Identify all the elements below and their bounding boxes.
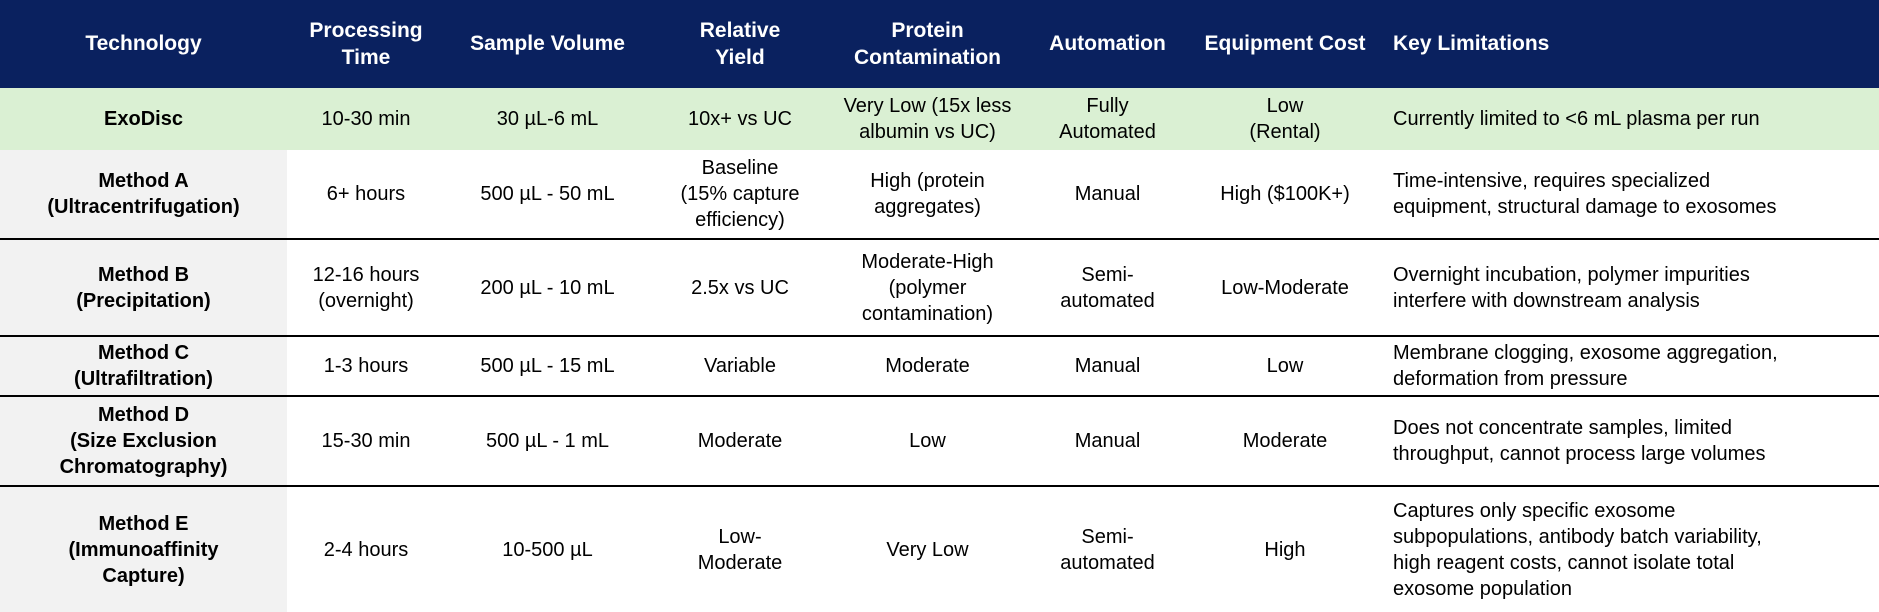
cell-automation-exodisc: Fully Automated xyxy=(1025,88,1190,150)
cell-equipment-cost-method-b: Low-Moderate xyxy=(1190,238,1380,335)
cell-protein-contamination-method-b: Moderate-High (polymer contamination) xyxy=(830,238,1025,335)
cell-technology-method-b: Method B (Precipitation) xyxy=(0,238,287,335)
cell-processing-time-method-d: 15-30 min xyxy=(287,395,445,485)
cell-protein-contamination-method-e: Very Low xyxy=(830,485,1025,612)
cell-sample-volume-method-d: 500 µL - 1 mL xyxy=(445,395,650,485)
cell-processing-time-method-c: 1-3 hours xyxy=(287,335,445,395)
cell-processing-time-method-a: 6+ hours xyxy=(326,183,406,205)
cell-equipment-cost-method-e: High xyxy=(1190,485,1380,612)
cell-key-limitations-method-d: Does not concentrate samples, limited th… xyxy=(1380,395,1879,485)
cell-processing-time-method-b: 12-16 hours (overnight) xyxy=(287,238,445,335)
cell-technology-method-e: Method E (Immunoaffinity Capture) xyxy=(0,485,287,612)
cell-sample-volume-method-c: 500 µL - 15 mL xyxy=(445,335,650,395)
cell-key-limitations-exodisc: Currently limited to <6 mL plasma per ru… xyxy=(1380,88,1879,150)
cell-automation-method-a: Manual xyxy=(1074,183,1141,205)
cell-equipment-cost-method-c: Low xyxy=(1190,335,1380,395)
cell-protein-contamination-exodisc: Very Low (15x less albumin vs UC) xyxy=(830,88,1025,150)
cell-protein-contamination-method-d: Low xyxy=(830,395,1025,485)
header-cell-relative-yield: Relative Yield xyxy=(650,0,830,88)
cell-technology-method-c: Method C (Ultrafiltration) xyxy=(0,335,287,395)
cell-equipment-cost-exodisc: Low (Rental) xyxy=(1190,88,1380,150)
cell-relative-yield-method-d: Moderate xyxy=(650,395,830,485)
cell-sample-volume-method-e: 10-500 µL xyxy=(445,485,650,612)
cell-technology-exodisc: ExoDisc xyxy=(0,88,287,150)
header-cell-key-limitations: Key Limitations xyxy=(1380,0,1879,88)
cell-technology-method-d: Method D (Size Exclusion Chromatography) xyxy=(0,395,287,485)
cell-key-limitations-method-e: Captures only specific exosome subpopula… xyxy=(1380,485,1879,612)
cell-technology-method-a: Method A (Ultracentrifugation) xyxy=(0,150,287,238)
cell-protein-contamination-method-a: High (protein aggregates) xyxy=(870,170,985,218)
cell-sample-volume-method-a: 500 µL - 50 mL xyxy=(480,183,615,205)
header-cell-automation: Automation xyxy=(1025,0,1190,88)
header-cell-protein-contamination: Protein Contamination xyxy=(830,0,1025,88)
cell-automation-method-b: Semi- automated xyxy=(1025,238,1190,335)
cell-sample-volume-exodisc: 30 µL-6 mL xyxy=(445,88,650,150)
cell-processing-time-exodisc: 10-30 min xyxy=(287,88,445,150)
cell-key-limitations-method-c: Membrane clogging, exosome aggregation, … xyxy=(1380,335,1879,395)
cell-relative-yield-method-b: 2.5x vs UC xyxy=(650,238,830,335)
cell-relative-yield-method-c: Variable xyxy=(650,335,830,395)
cell-key-limitations-method-a: Time-intensive, requires specialized equ… xyxy=(1393,170,1777,218)
header-cell-sample-volume: Sample Volume xyxy=(445,0,650,88)
cell-automation-method-e: Semi- automated xyxy=(1025,485,1190,612)
cell-equipment-cost-method-d: Moderate xyxy=(1190,395,1380,485)
cell-automation-method-d: Manual xyxy=(1025,395,1190,485)
cell-relative-yield-exodisc: 10x+ vs UC xyxy=(650,88,830,150)
cell-equipment-cost-method-a: High ($100K+) xyxy=(1220,183,1350,205)
cell-automation-method-c: Manual xyxy=(1025,335,1190,395)
cell-key-limitations-method-b: Overnight incubation, polymer impurities… xyxy=(1380,238,1879,335)
header-cell-technology: Technology xyxy=(0,0,287,88)
cell-protein-contamination-method-c: Moderate xyxy=(830,335,1025,395)
header-cell-processing-time: Processing Time xyxy=(287,0,445,88)
cell-processing-time-method-e: 2-4 hours xyxy=(287,485,445,612)
header-cell-equipment-cost: Equipment Cost xyxy=(1190,0,1380,88)
cell-sample-volume-method-b: 200 µL - 10 mL xyxy=(445,238,650,335)
cell-relative-yield-method-a: Baseline (15% capture efficiency) xyxy=(680,157,800,231)
cell-relative-yield-method-e: Low- Moderate xyxy=(650,485,830,612)
